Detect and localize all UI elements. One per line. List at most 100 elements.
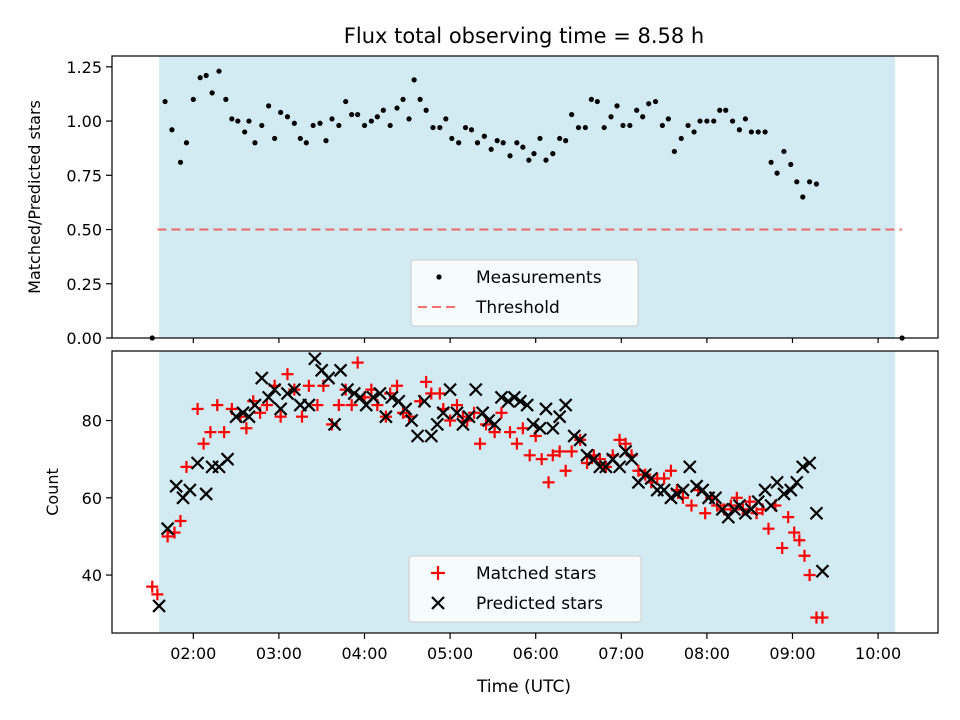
matched-star-point — [664, 464, 677, 477]
measurement-point — [336, 122, 342, 129]
measurement-point — [800, 194, 806, 200]
measurement-point — [203, 72, 209, 79]
matched-star-point — [565, 445, 578, 458]
predicted-star-point — [373, 386, 387, 401]
measurement-point — [437, 124, 443, 131]
predicted-star-point — [638, 467, 653, 482]
y-tick-label: 1.25 — [66, 58, 102, 77]
measurement-point — [310, 122, 316, 129]
predicted-star-point — [795, 460, 810, 474]
predicted-star-point — [160, 521, 175, 536]
measurement-point — [246, 118, 252, 124]
predicted-star-point — [624, 452, 639, 466]
matched-star-point — [274, 410, 287, 423]
predicted-star-point — [379, 409, 393, 424]
predicted-star-point — [567, 429, 581, 443]
measurement-point — [417, 96, 423, 102]
measurement-point — [788, 161, 794, 168]
measurement-point — [774, 170, 780, 176]
measurement-point — [197, 75, 203, 81]
measurement-point — [762, 129, 768, 135]
y-tick-label: 1.00 — [66, 112, 102, 131]
measurement-point — [349, 111, 355, 118]
predicted-star-point — [410, 429, 425, 443]
predicted-star-point — [520, 398, 534, 412]
matched-star-point — [450, 399, 463, 412]
measurement-point — [430, 124, 436, 131]
predicted-star-point — [183, 483, 197, 497]
top-legend-box — [410, 259, 639, 327]
measurement-point — [368, 118, 374, 124]
x-axis-label: Time (UTC) — [476, 677, 571, 697]
measurement-point — [526, 157, 532, 163]
measurement-point — [169, 127, 175, 133]
predicted-star-point — [809, 506, 824, 521]
matched-star-point — [204, 426, 217, 439]
measurement-point — [781, 148, 787, 155]
legend-predicted-marker — [431, 596, 445, 610]
predicted-star-point — [715, 502, 730, 517]
predicted-star-point — [220, 452, 235, 466]
measurement-point — [768, 159, 774, 165]
measurement-point — [291, 120, 297, 126]
y-tick-label: 0.25 — [66, 275, 102, 294]
measurement-point — [514, 140, 520, 146]
top-axes-frame — [111, 55, 939, 339]
matched-star-point — [504, 426, 517, 439]
measurement-point — [678, 135, 684, 142]
measurement-point — [411, 77, 417, 83]
matched-star-point — [803, 569, 816, 582]
predicted-star-point — [327, 417, 342, 432]
predicted-star-point — [758, 483, 772, 497]
matched-star-point — [420, 375, 433, 388]
measurement-point — [252, 140, 258, 146]
bottom-legend: Matched stars Predicted stars — [408, 555, 642, 623]
matched-star-point — [384, 387, 397, 400]
matched-star-point — [474, 437, 487, 450]
matched-star-point — [788, 526, 801, 539]
matched-star-point — [516, 422, 529, 435]
y-tick-label: 80 — [82, 412, 102, 431]
x-tick-label: 09:00 — [769, 644, 815, 663]
predicted-star-point — [398, 402, 413, 416]
matched-star-point — [161, 530, 174, 543]
y-tick-label: 0.00 — [66, 329, 102, 348]
measurement-point — [488, 146, 494, 152]
matched-star-point — [798, 549, 811, 562]
predicted-star-point — [333, 363, 348, 378]
measurement-point — [242, 129, 248, 135]
predicted-star-point — [267, 382, 282, 397]
measurement-point — [380, 107, 386, 113]
predicted-star-point — [695, 483, 710, 497]
predicted-star-point — [533, 421, 547, 436]
x-tick-label: 05:00 — [427, 644, 473, 663]
predicted-star-point — [682, 460, 697, 474]
measurement-point — [177, 159, 184, 165]
predicted-star-point — [255, 371, 269, 385]
measurement-point — [794, 179, 800, 185]
matched-star-point — [332, 399, 345, 412]
predicted-star-point — [789, 475, 804, 490]
predicted-star-point — [580, 448, 594, 463]
measurement-point — [531, 151, 537, 157]
top-y-axis-label: Matched/Predicted stars — [25, 100, 44, 294]
measurement-point — [235, 118, 241, 124]
matched-star-point — [296, 410, 309, 423]
predicted-star-point — [308, 351, 322, 366]
legend-threshold-label: Threshold — [475, 298, 560, 318]
measurement-point — [474, 140, 481, 146]
matched-star-point — [180, 460, 193, 473]
measurement-point — [807, 179, 813, 185]
predicted-star-point — [462, 409, 476, 424]
predicted-star-point — [242, 409, 256, 424]
measurement-point — [494, 138, 500, 144]
measurement-point — [665, 116, 671, 122]
matched-star-point — [676, 491, 689, 504]
measurement-point — [537, 135, 543, 142]
predicted-star-point — [513, 394, 528, 408]
top-x-ticks — [192, 338, 879, 343]
measurement-point — [162, 98, 168, 105]
matched-star-point — [211, 399, 224, 412]
matched-star-point — [685, 499, 698, 512]
measurement-point — [646, 101, 652, 107]
